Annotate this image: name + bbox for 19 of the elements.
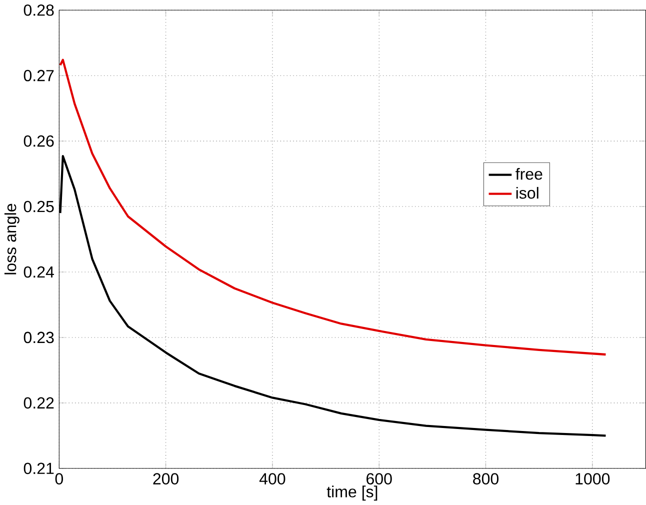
y-tick-label: 0.27 — [24, 70, 54, 82]
y-tick-label: 0.25 — [24, 200, 54, 212]
y-tick-label: 0.21 — [24, 462, 54, 474]
x-tick-label: 1000 — [576, 473, 610, 484]
x-tick-label: 200 — [153, 473, 179, 484]
x-tick-label: 0 — [55, 473, 63, 484]
y-axis-title: loss angle — [4, 204, 20, 274]
x-tick-label: 800 — [473, 473, 499, 484]
x-axis-title: time [s] — [326, 486, 378, 501]
y-tick-label: 0.22 — [24, 397, 54, 409]
y-tick-label: 0.28 — [24, 4, 54, 16]
x-tick-label: 600 — [366, 473, 392, 484]
legend-label: free — [516, 168, 542, 180]
y-tick-label: 0.26 — [24, 135, 54, 147]
line-series — [59, 58, 607, 356]
legend-label: isol — [516, 186, 538, 199]
y-tick-label: 0.24 — [24, 266, 54, 278]
x-tick-label: 400 — [259, 473, 286, 484]
y-tick-label: 0.23 — [24, 332, 54, 344]
